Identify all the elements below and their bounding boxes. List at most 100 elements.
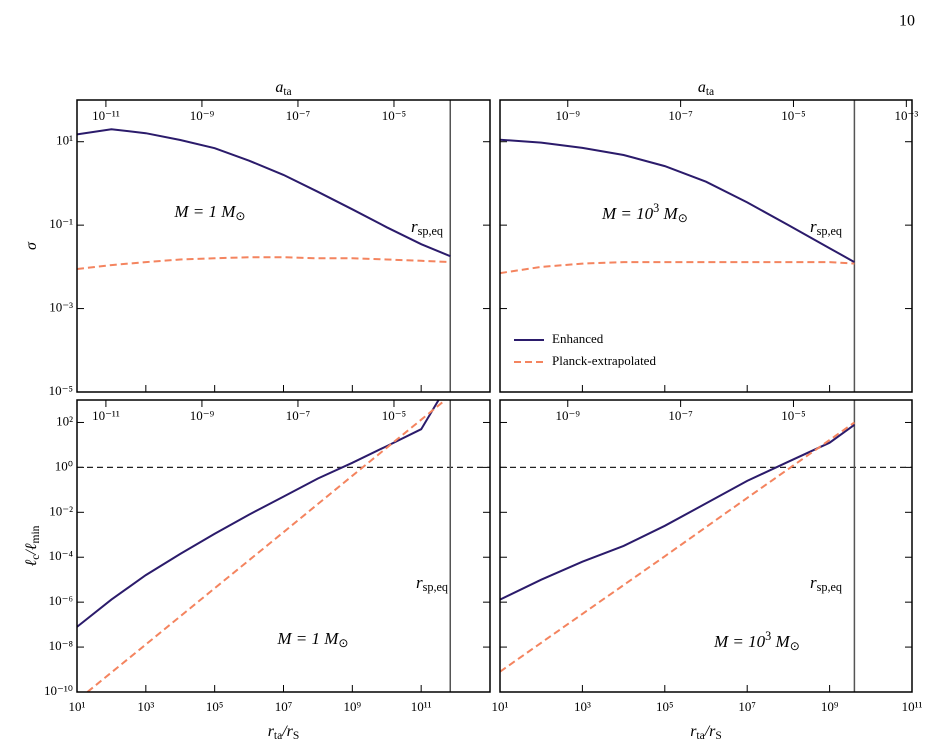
annotation: M = 103 M⊙ [713, 629, 800, 653]
annotation-part: M = 1 M [276, 629, 339, 648]
x-axis-label-part: ta [274, 730, 282, 742]
series-line [77, 400, 440, 628]
plot-frame [499, 99, 913, 393]
y-tick-label: 10⁻⁵ [49, 383, 73, 398]
annotation: rsp,eq [810, 217, 842, 238]
series-line [77, 128, 451, 258]
x-tick-label: 10³ [137, 699, 154, 714]
x2-tick-label: 10⁻⁷ [668, 108, 692, 123]
annotation-part: ⊙ [678, 211, 688, 225]
x-tick-label: 10¹¹ [902, 699, 923, 714]
annotation-part: 3 [653, 201, 659, 215]
annotation-part: M = 10 [713, 632, 766, 651]
x-axis-label-part: S [293, 730, 299, 742]
annotation-part: ⊙ [235, 209, 245, 223]
y-tick-label: 10⁻⁴ [49, 548, 74, 563]
series-line [500, 138, 855, 263]
annotation: rsp,eq [810, 573, 842, 594]
plot-frame [499, 399, 913, 693]
annotation-part: M [659, 204, 678, 223]
legend-label: Planck-extrapolated [552, 353, 656, 368]
annotation-part: 3 [765, 629, 771, 643]
x-axis-label-part: r [690, 723, 697, 740]
y-tick-label: 10⁻⁶ [49, 593, 73, 608]
x2-axis-label-part: ta [283, 86, 291, 98]
annotation: M = 103 M⊙ [601, 201, 688, 225]
x-tick-label: 10⁵ [656, 699, 674, 714]
x2-axis-label: ata [698, 79, 714, 98]
annotation-part: M [771, 632, 790, 651]
plot-frame [76, 399, 491, 693]
y-axis-label: σ [23, 241, 40, 250]
x-axis-label-part: /r [281, 723, 293, 740]
plot-frame [76, 99, 491, 393]
y-tick-label: 10² [56, 413, 73, 428]
annotation-part: ⊙ [338, 636, 348, 650]
y-tick-label: 10⁻² [49, 503, 73, 518]
x-axis-label: rta/rS [690, 723, 722, 742]
series-line [86, 400, 446, 692]
y-tick-label: 10¹ [56, 133, 73, 148]
x2-tick-label: 10⁻⁵ [382, 408, 406, 423]
series-line [500, 423, 855, 601]
series-line [500, 421, 855, 673]
x2-tick-label: 10⁻⁹ [190, 408, 215, 423]
x2-tick-label: 10⁻⁷ [286, 108, 310, 123]
x-tick-label: 10⁹ [344, 699, 362, 714]
x2-tick-label: 10⁻⁷ [286, 408, 310, 423]
x2-axis-label-part: a [698, 79, 706, 96]
y-tick-label: 10⁻³ [49, 300, 73, 315]
y-tick-label: 10⁻¹ [49, 216, 73, 231]
annotation-part: sp,eq [817, 580, 842, 594]
x2-tick-label: 10⁻¹¹ [92, 108, 120, 123]
page-number: 10 [899, 13, 915, 30]
annotation: M = 1 M⊙ [276, 629, 348, 650]
annotation: rsp,eq [411, 217, 443, 238]
x-tick-label: 10³ [574, 699, 591, 714]
x2-tick-label: 10⁻⁷ [668, 408, 692, 423]
x2-tick-label: 10⁻³ [894, 108, 918, 123]
annotation-part: r [810, 217, 817, 236]
x-tick-label: 10⁷ [738, 699, 756, 714]
series-line [77, 256, 451, 270]
x-tick-label: 10¹ [69, 699, 86, 714]
annotation-part: M = 10 [601, 204, 654, 223]
y-axis-label-part: /ℓ [23, 543, 40, 555]
legend-label: Enhanced [552, 331, 604, 346]
annotation-part: M = 1 M [173, 202, 236, 221]
y-tick-label: 10⁻¹⁰ [44, 683, 73, 698]
y-axis-label-part: min [30, 525, 42, 543]
y-axis-label-part: c [30, 555, 42, 560]
annotation-part: sp,eq [423, 580, 448, 594]
x-tick-label: 10⁵ [206, 699, 224, 714]
y-axis-label-part: σ [23, 241, 40, 250]
x2-tick-label: 10⁻⁹ [190, 108, 215, 123]
annotation-part: r [411, 217, 418, 236]
x2-axis-label-part: a [275, 79, 283, 96]
x-tick-label: 10⁹ [821, 699, 839, 714]
y-axis-label-part: ℓ [23, 559, 40, 566]
x2-tick-label: 10⁻⁵ [781, 108, 805, 123]
annotation-part: sp,eq [418, 224, 443, 238]
x2-axis-label-part: ta [706, 86, 714, 98]
x-axis-label-part: ta [696, 730, 704, 742]
x-axis-label-part: /r [704, 723, 716, 740]
y-tick-label: 10⁰ [55, 458, 73, 473]
x2-axis-label: ata [275, 79, 291, 98]
annotation: rsp,eq [416, 573, 448, 594]
x-axis-label-part: S [715, 730, 721, 742]
x-axis-label-part: r [268, 723, 275, 740]
y-axis-label: ℓc/ℓmin [23, 525, 42, 566]
x2-tick-label: 10⁻⁹ [556, 408, 581, 423]
x-axis-label: rta/rS [268, 723, 300, 742]
annotation-part: r [416, 573, 423, 592]
x-tick-label: 10⁷ [275, 699, 293, 714]
x2-tick-label: 10⁻⁹ [556, 108, 581, 123]
x2-tick-label: 10⁻¹¹ [92, 408, 120, 423]
x2-tick-label: 10⁻⁵ [382, 108, 406, 123]
series-line [500, 261, 855, 275]
annotation: M = 1 M⊙ [173, 202, 245, 223]
annotation-part: r [810, 573, 817, 592]
annotation-part: ⊙ [790, 639, 800, 653]
